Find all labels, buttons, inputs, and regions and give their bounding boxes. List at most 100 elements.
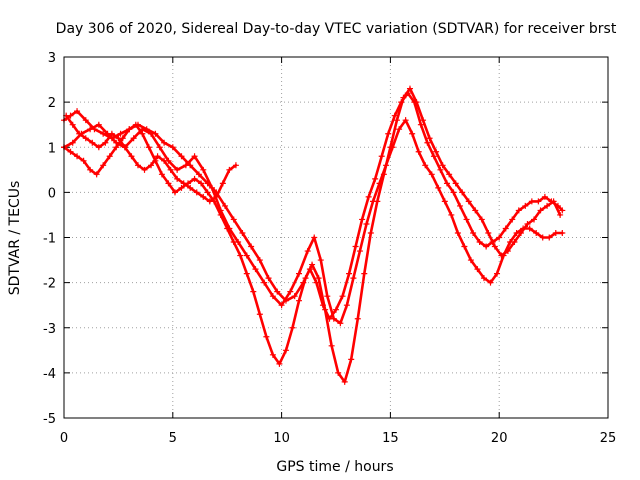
y-tick-label: -1: [43, 232, 56, 247]
data-point: [252, 266, 259, 273]
data-point: [502, 225, 509, 232]
data-point: [178, 184, 185, 191]
data-point: [450, 189, 457, 196]
x-axis-title: GPS time / hours: [276, 459, 393, 475]
data-point: [406, 85, 413, 92]
y-tick-label: -2: [43, 277, 56, 292]
data-point: [317, 257, 324, 264]
data-point: [106, 153, 113, 160]
data-point: [311, 234, 318, 241]
data-point: [158, 171, 165, 178]
y-axis-title: SDTVAR / TECUs: [7, 181, 23, 296]
series-group: [61, 85, 566, 385]
data-point: [424, 139, 431, 146]
data-point: [115, 135, 122, 142]
data-point: [291, 293, 298, 300]
data-point: [69, 139, 76, 146]
data-point: [363, 220, 370, 227]
data-point: [509, 216, 516, 223]
data-point: [417, 121, 424, 128]
data-point: [352, 243, 359, 250]
data-point: [87, 166, 94, 173]
data-point: [309, 261, 316, 268]
series-trace-3: [61, 85, 564, 385]
data-point: [413, 99, 420, 106]
data-point: [171, 189, 178, 196]
data-point: [76, 130, 83, 137]
data-point: [69, 121, 76, 128]
data-point: [315, 275, 322, 282]
data-point: [87, 126, 94, 133]
data-point: [354, 315, 361, 322]
data-point: [156, 144, 163, 151]
data-point: [178, 153, 185, 160]
data-point: [552, 229, 559, 236]
data-point: [463, 216, 470, 223]
data-point: [559, 207, 566, 214]
data-point: [498, 252, 505, 259]
data-point: [541, 193, 548, 200]
data-point: [385, 130, 392, 137]
data-point: [139, 130, 146, 137]
data-point: [528, 198, 535, 205]
data-point: [141, 166, 148, 173]
data-point: [335, 369, 342, 376]
data-point: [132, 121, 139, 128]
data-point: [409, 130, 416, 137]
data-point: [276, 360, 283, 367]
data-point: [372, 175, 379, 182]
data-point: [304, 248, 311, 255]
data-point: [93, 171, 100, 178]
data-point: [546, 234, 553, 241]
data-point: [461, 243, 468, 250]
plot-frame: [63, 56, 609, 419]
data-point: [248, 243, 255, 250]
data-point: [557, 211, 564, 218]
data-point: [198, 180, 205, 187]
data-point: [472, 207, 479, 214]
data-point: [522, 202, 529, 209]
x-tick-label: 25: [600, 431, 617, 446]
data-point: [82, 135, 89, 142]
data-point: [265, 275, 272, 282]
data-point: [367, 229, 374, 236]
data-point: [550, 198, 557, 205]
data-point: [174, 175, 181, 182]
data-point: [474, 266, 481, 273]
data-point: [274, 288, 281, 295]
data-point: [224, 225, 231, 232]
data-point: [374, 198, 381, 205]
data-point: [67, 148, 74, 155]
data-point: [496, 234, 503, 241]
data-point: [237, 252, 244, 259]
data-point: [213, 193, 220, 200]
x-tick-label: 15: [382, 431, 399, 446]
data-point: [232, 162, 239, 169]
data-point: [515, 207, 522, 214]
data-point: [261, 279, 268, 286]
data-point: [243, 270, 250, 277]
data-point: [165, 180, 172, 187]
data-point: [204, 189, 211, 196]
data-point: [454, 229, 461, 236]
data-point: [504, 248, 511, 255]
data-point: [222, 202, 229, 209]
data-point: [487, 279, 494, 286]
data-point: [356, 248, 363, 255]
data-point: [446, 171, 453, 178]
y-tick-label: 2: [48, 96, 56, 111]
data-point: [457, 202, 464, 209]
data-point: [380, 171, 387, 178]
y-tick-labels: -5 -4 -3 -2 -1 0 1 2 3: [43, 51, 56, 427]
data-point: [494, 270, 501, 277]
data-point: [437, 166, 444, 173]
data-point: [217, 211, 224, 218]
data-point: [433, 148, 440, 155]
data-point: [226, 166, 233, 173]
y-tick-label: 1: [48, 141, 56, 156]
data-point: [517, 229, 524, 236]
data-point: [402, 117, 409, 124]
data-point: [559, 229, 566, 236]
